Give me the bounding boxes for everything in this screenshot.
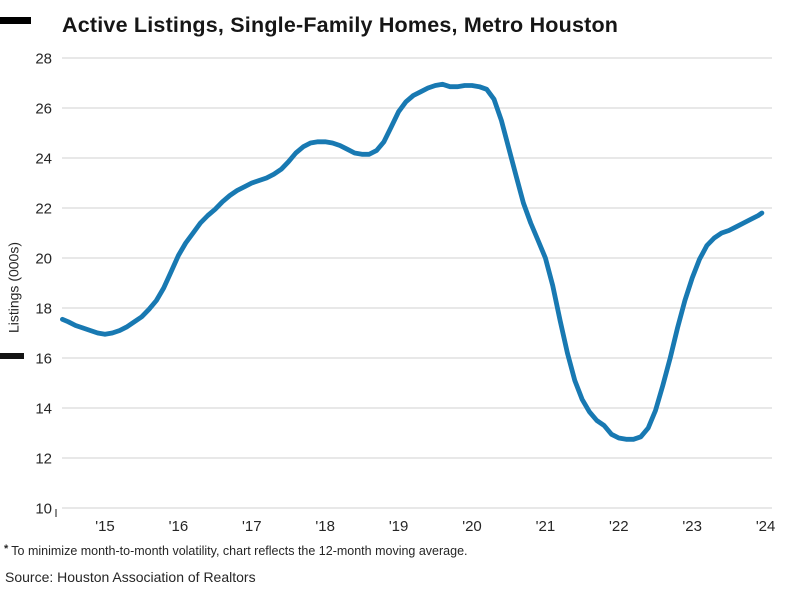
y-tick-label: 24 [35, 151, 52, 168]
active-listings-line-chart: 10 12 14 16 18 20 22 24 26 28 '15 '16 '17 '18 '19 '20 '2… [35, 51, 776, 536]
x-tick-label: '19 [389, 518, 409, 535]
x-tick-label: '18 [315, 518, 335, 535]
x-tick-label: '17 [242, 518, 262, 535]
x-tick-label: '20 [462, 518, 482, 535]
footnote-asterisk: * [4, 543, 9, 555]
y-tick-label: 22 [35, 201, 52, 218]
y-tick-label: 26 [35, 101, 52, 118]
left-edge-artifact-middle [0, 353, 24, 359]
chart-title: Active Listings, Single-Family Homes, Me… [62, 13, 619, 37]
chart-footnote: * To minimize month-to-month volatility, … [4, 543, 468, 558]
x-tick-label: '15 [95, 518, 115, 535]
x-tick-label: '24 [756, 518, 776, 535]
y-tick-label: 28 [35, 51, 52, 68]
listings-line [60, 81, 765, 442]
x-tick-label: '22 [609, 518, 629, 535]
x-tick-label: '16 [169, 518, 189, 535]
y-tick-label: 14 [35, 401, 52, 418]
source-line: Source: Houston Association of Realtors [5, 569, 256, 585]
y-tick-label: 10 [35, 501, 52, 518]
y-tick-label: 16 [35, 351, 52, 368]
x-tick-label: '21 [536, 518, 556, 535]
y-tick-label: 20 [35, 251, 52, 268]
x-tick-label: '23 [682, 518, 702, 535]
left-edge-artifact-top [0, 17, 31, 24]
y-tick-label: 18 [35, 301, 52, 318]
y-tick-label: 12 [35, 451, 52, 468]
footnote-text: To minimize month-to-month volatility, c… [11, 544, 468, 558]
